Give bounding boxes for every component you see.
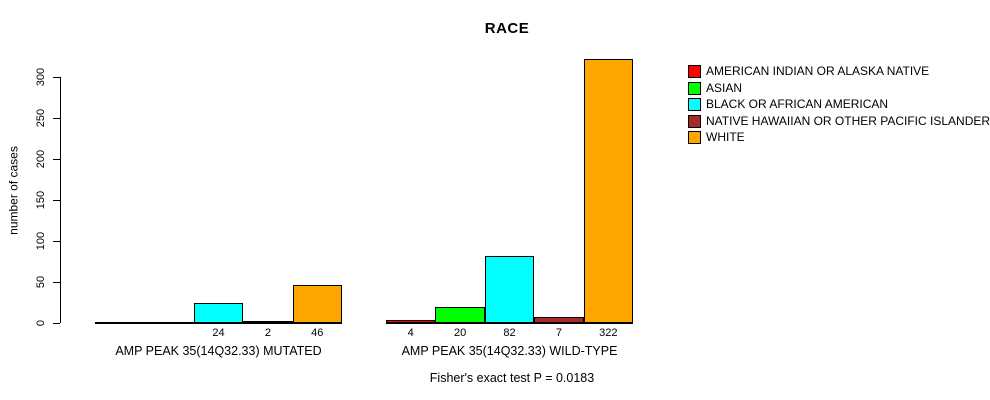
y-tick-mark [53,117,60,119]
bar [583,59,633,323]
y-tick-mark [53,322,60,324]
bar [435,306,485,323]
y-tick-label: 300 [35,68,47,87]
legend-swatch [688,131,701,145]
bar-value-label: 24 [212,327,225,339]
bar [484,255,535,323]
bar [534,317,584,323]
y-tick-mark [53,281,60,283]
y-axis-line [60,77,61,323]
y-tick-mark [53,199,60,201]
bar-value-label: 7 [555,327,562,339]
legend-swatch [688,81,701,95]
bar-value-label: 82 [503,327,516,339]
group-label: AMP PEAK 35(14Q32.33) MUTATED [115,344,322,358]
y-tick-label: 0 [35,319,47,327]
bar [243,321,293,323]
bar-value-label: 4 [407,327,414,339]
annotation-text: Fisher's exact test P = 0.0183 [429,371,595,385]
bar [386,319,436,323]
chart-title: RACE [484,20,530,37]
legend-label: AMERICAN INDIAN OR ALASKA NATIVE [706,64,930,78]
legend-label: ASIAN [706,80,743,95]
y-tick-label: 200 [35,150,47,169]
legend-label: BLACK OR AFRICAN AMERICAN [706,97,889,112]
x-axis-baseline [95,322,342,324]
legend-swatch [688,98,701,112]
legend-swatch [688,65,701,78]
y-tick-label: 250 [35,109,47,128]
y-tick-label: 100 [35,231,47,251]
y-tick-mark [53,158,60,160]
y-tick-label: 50 [35,275,47,289]
y-axis-label: number of cases [6,146,21,235]
bar [292,285,342,323]
y-tick-mark [53,76,60,78]
y-tick-label: 150 [35,190,47,210]
x-axis-baseline [386,322,633,324]
bar-value-label: 20 [453,327,467,339]
bar [193,303,244,323]
bar-value-label: 2 [264,327,271,339]
legend-label: WHITE [706,130,745,145]
bar-value-label: 322 [599,327,618,339]
legend-swatch [688,114,701,128]
group-label: AMP PEAK 35(14Q32.33) WILD-TYPE [401,344,618,358]
y-tick-mark [53,240,60,242]
legend-label: NATIVE HAWAIIAN OR OTHER PACIFIC ISLANDE… [706,113,990,128]
bar-value-label: 46 [311,327,324,339]
